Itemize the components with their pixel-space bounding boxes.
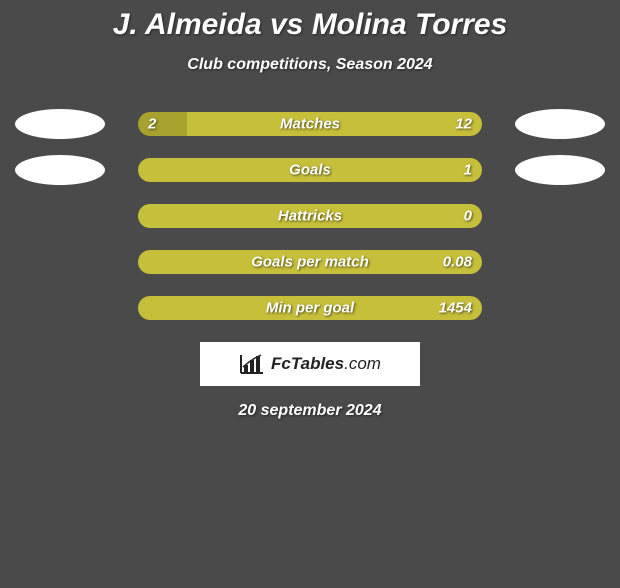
stat-label: Goals per match: [251, 254, 369, 271]
logo-text-strong: FcTables: [271, 354, 344, 373]
subtitle: Club competitions, Season 2024: [0, 56, 620, 74]
stat-row: Matches 2 12: [0, 112, 620, 136]
stat-value-right: 12: [455, 116, 472, 133]
stats-area: Matches 2 12 Goals 1 Hattricks 0 Goals per matc…: [0, 112, 620, 320]
stat-label: Hattricks: [278, 208, 342, 225]
avatar-left: [15, 155, 105, 185]
site-logo[interactable]: FcTables.com: [200, 342, 420, 386]
date-text: 20 september 2024: [0, 402, 620, 420]
page-title: J. Almeida vs Molina Torres: [0, 8, 620, 42]
stat-row: Hattricks 0: [0, 204, 620, 228]
bar-left-segment: [138, 112, 187, 136]
stat-label: Goals: [289, 162, 331, 179]
stat-value-right: 1: [464, 162, 472, 179]
stat-bar: Goals per match 0.08: [138, 250, 482, 274]
stat-row: Goals 1: [0, 158, 620, 182]
avatar-right: [515, 109, 605, 139]
stat-value-right: 0.08: [443, 254, 472, 271]
stat-row: Goals per match 0.08: [0, 250, 620, 274]
stat-bar: Min per goal 1454: [138, 296, 482, 320]
stat-value-right: 0: [464, 208, 472, 225]
stat-label: Matches: [280, 116, 340, 133]
stat-bar: Matches 2 12: [138, 112, 482, 136]
stat-row: Min per goal 1454: [0, 296, 620, 320]
bar-chart-icon: [239, 353, 265, 375]
stat-bar: Goals 1: [138, 158, 482, 182]
logo-text: FcTables.com: [271, 354, 381, 374]
logo-text-suffix: .com: [344, 354, 381, 373]
stat-label: Min per goal: [266, 300, 354, 317]
avatar-left: [15, 109, 105, 139]
stat-bar: Hattricks 0: [138, 204, 482, 228]
avatar-right: [515, 155, 605, 185]
stat-value-right: 1454: [439, 300, 472, 317]
stat-value-left: 2: [148, 116, 156, 133]
